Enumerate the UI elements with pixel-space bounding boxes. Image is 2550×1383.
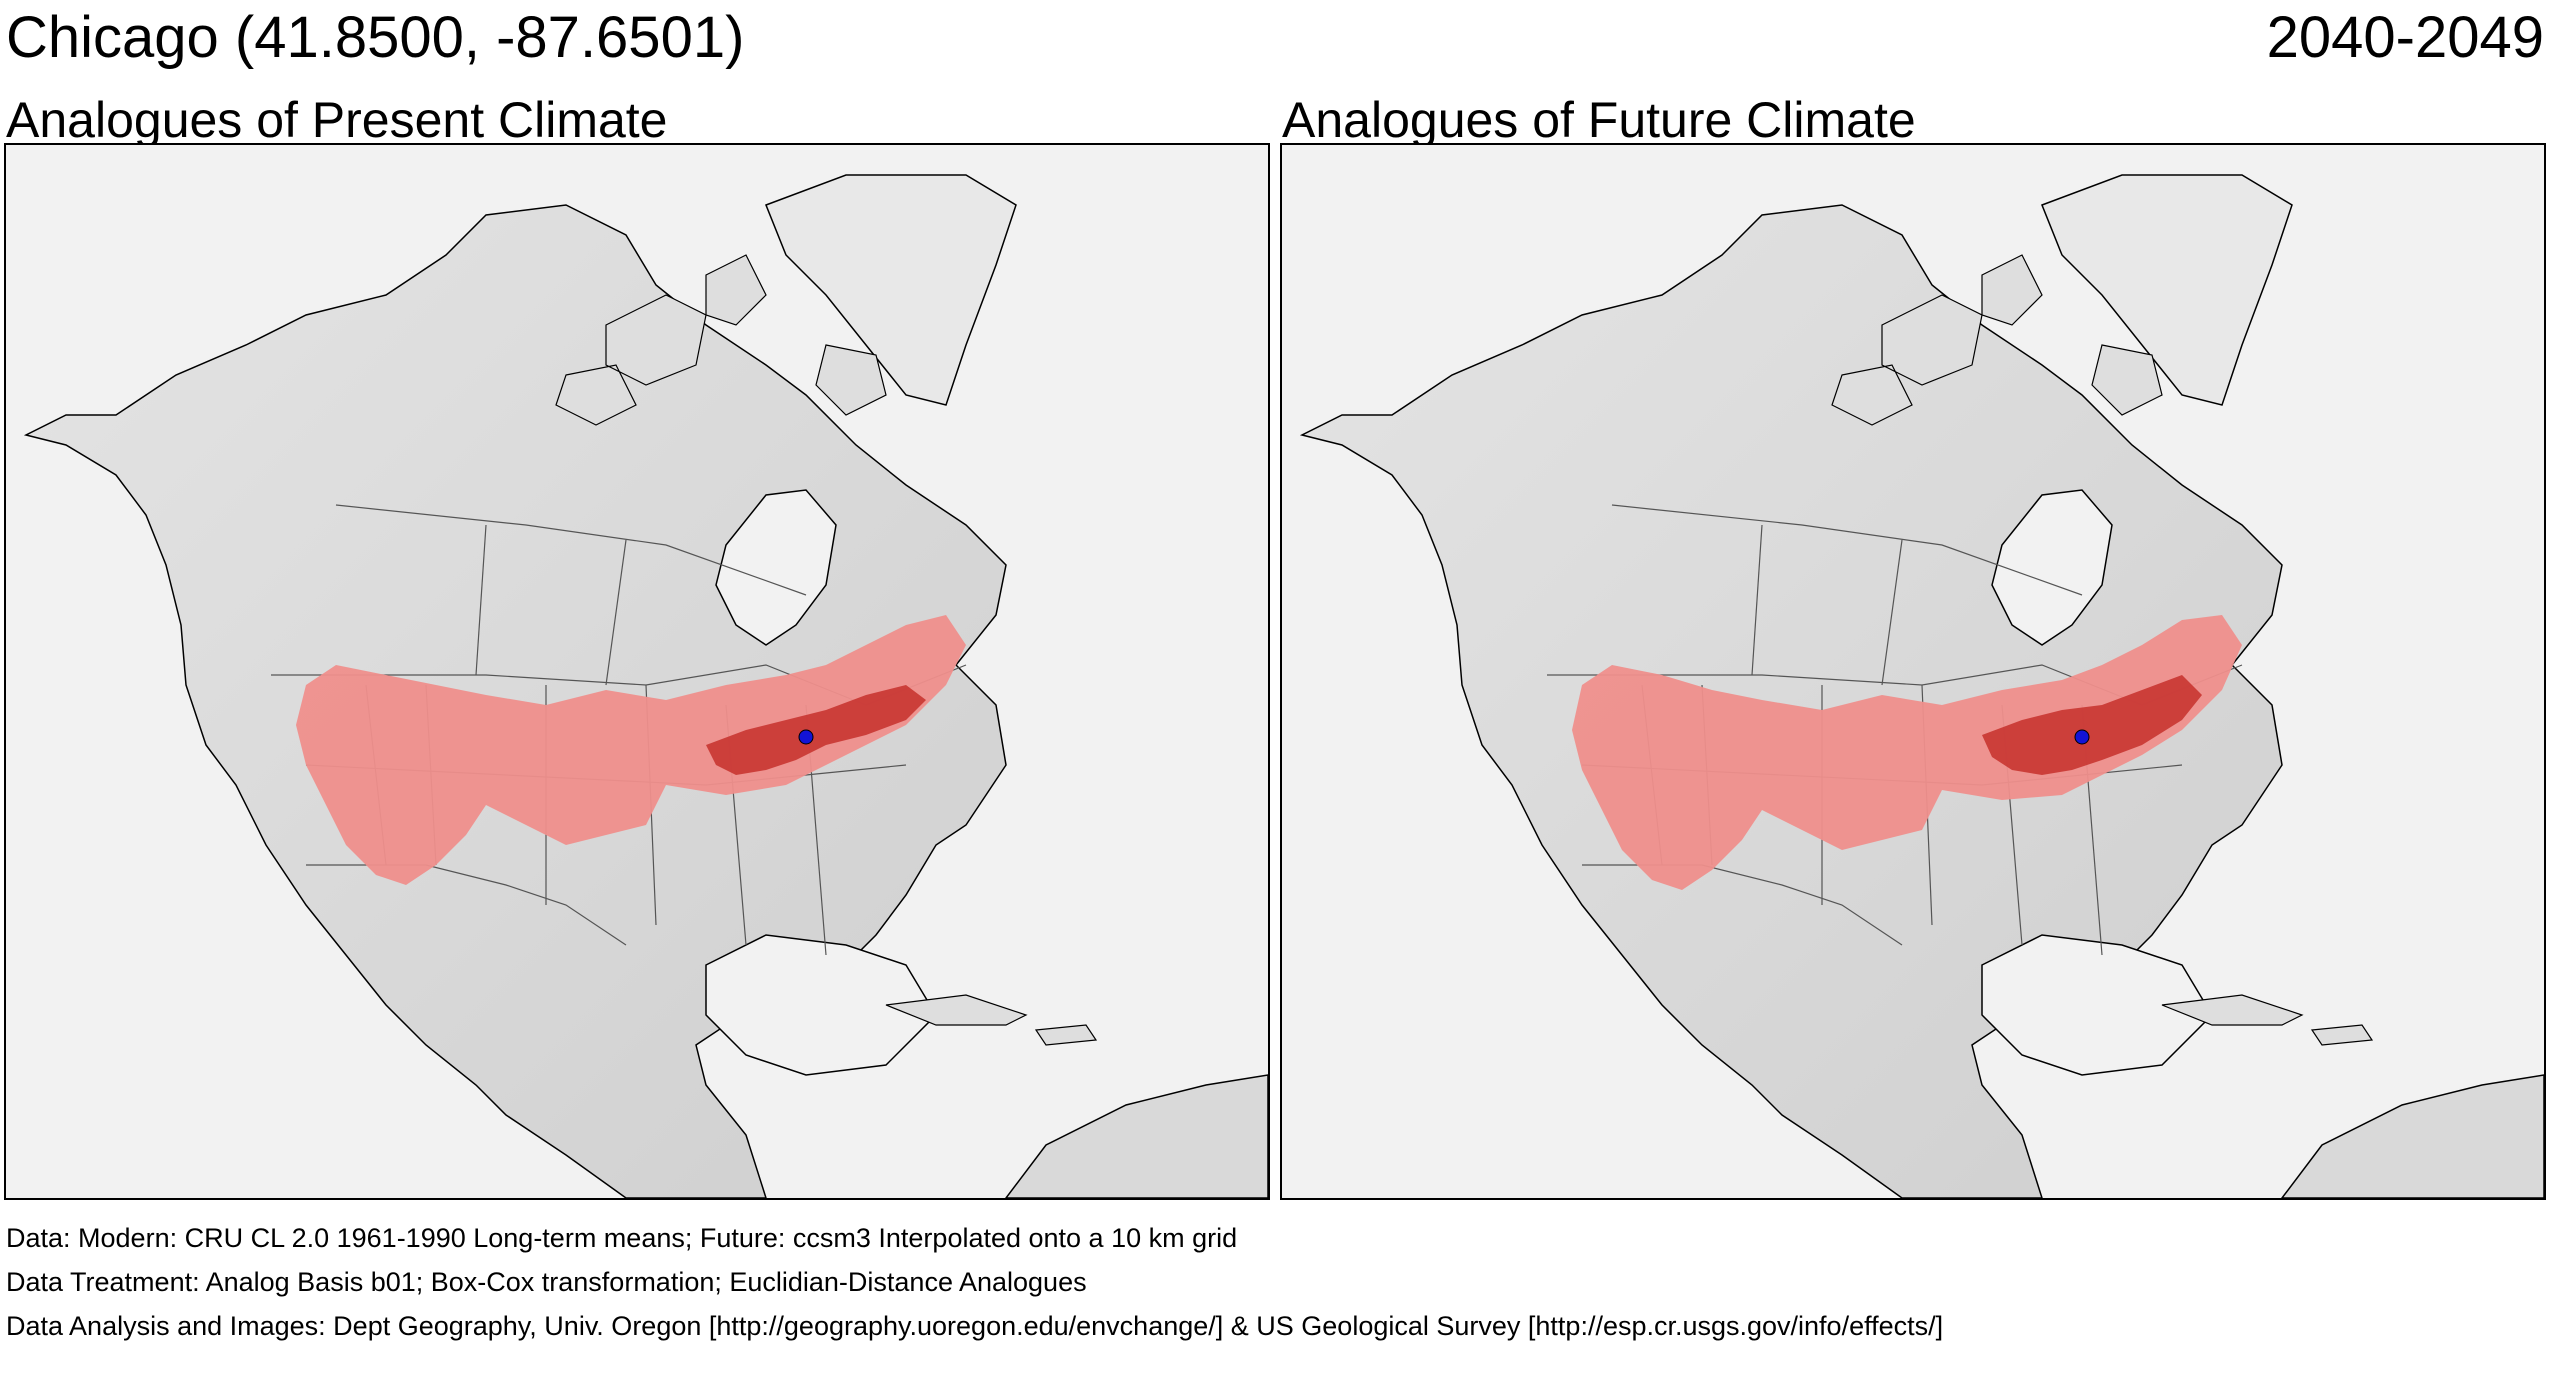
analogue-region-light xyxy=(296,615,966,885)
caribbean-islands xyxy=(2161,994,2374,1046)
hudson-bay xyxy=(715,489,837,646)
arctic-islands xyxy=(555,254,887,426)
footer-data-treatment: Data Treatment: Analog Basis b01; Box-Co… xyxy=(6,1267,1087,1297)
footer-data-source: Data: Modern: CRU CL 2.0 1961-1990 Long-… xyxy=(6,1223,1238,1253)
caribbean-islands xyxy=(885,994,1098,1046)
future-map-svg xyxy=(1282,145,2544,1198)
gulf-of-mexico xyxy=(1981,934,2213,1076)
greenland xyxy=(765,174,1017,406)
gulf-of-mexico xyxy=(705,934,937,1076)
arctic-islands xyxy=(1831,254,2163,426)
present-map-svg xyxy=(6,145,1268,1198)
analogue-region-light xyxy=(1572,615,2242,890)
south-america xyxy=(1005,1074,1268,1198)
future-climate-map[interactable] xyxy=(1280,143,2546,1200)
greenland xyxy=(2041,174,2293,406)
hudson-bay xyxy=(1991,489,2113,646)
present-climate-map[interactable] xyxy=(4,143,1270,1200)
period-title: 2040-2049 xyxy=(2266,5,2544,70)
present-panel-title: Analogues of Present Climate xyxy=(6,92,668,148)
chicago-marker[interactable] xyxy=(2074,729,2090,745)
location-title: Chicago (41.8500, -87.6501) xyxy=(6,5,745,70)
analogue-region-dark xyxy=(706,685,926,775)
analogue-region-dark xyxy=(1982,675,2202,775)
south-america xyxy=(2281,1074,2544,1198)
footer-data-analysis: Data Analysis and Images: Dept Geography… xyxy=(6,1311,1944,1341)
future-panel-title: Analogues of Future Climate xyxy=(1282,92,1916,148)
chicago-marker[interactable] xyxy=(798,729,814,745)
